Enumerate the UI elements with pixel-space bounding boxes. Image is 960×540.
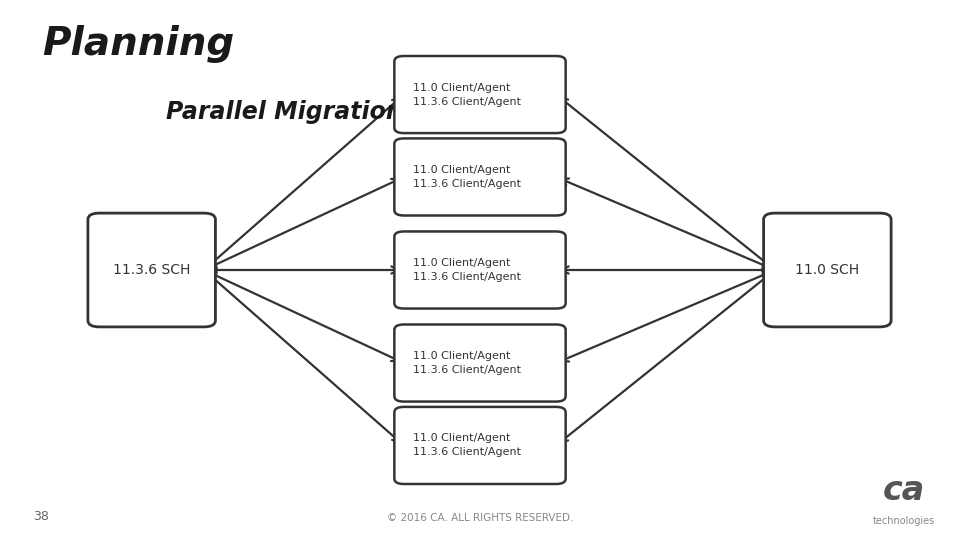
- Text: 11.0 Client/Agent
11.3.6 Client/Agent: 11.0 Client/Agent 11.3.6 Client/Agent: [414, 83, 521, 106]
- FancyBboxPatch shape: [88, 213, 215, 327]
- Text: 11.3.6 SCH: 11.3.6 SCH: [113, 263, 190, 277]
- Text: 11.0 Client/Agent
11.3.6 Client/Agent: 11.0 Client/Agent 11.3.6 Client/Agent: [414, 351, 521, 375]
- Text: Parallel Migration: Parallel Migration: [166, 100, 402, 124]
- FancyBboxPatch shape: [395, 138, 565, 215]
- Text: 11.0 SCH: 11.0 SCH: [795, 263, 859, 277]
- Text: © 2016 CA. ALL RIGHTS RESERVED.: © 2016 CA. ALL RIGHTS RESERVED.: [387, 512, 573, 523]
- FancyBboxPatch shape: [763, 213, 891, 327]
- Text: 38: 38: [33, 510, 49, 523]
- Text: 11.0 Client/Agent
11.3.6 Client/Agent: 11.0 Client/Agent 11.3.6 Client/Agent: [414, 434, 521, 457]
- Text: 11.0 Client/Agent
11.3.6 Client/Agent: 11.0 Client/Agent 11.3.6 Client/Agent: [414, 258, 521, 282]
- Text: technologies: technologies: [873, 516, 935, 526]
- FancyBboxPatch shape: [395, 232, 565, 308]
- FancyBboxPatch shape: [395, 56, 565, 133]
- FancyBboxPatch shape: [395, 325, 565, 402]
- FancyBboxPatch shape: [395, 407, 565, 484]
- Text: 11.0 Client/Agent
11.3.6 Client/Agent: 11.0 Client/Agent 11.3.6 Client/Agent: [414, 165, 521, 189]
- Text: Planning: Planning: [42, 25, 234, 63]
- Text: ca: ca: [882, 474, 924, 507]
